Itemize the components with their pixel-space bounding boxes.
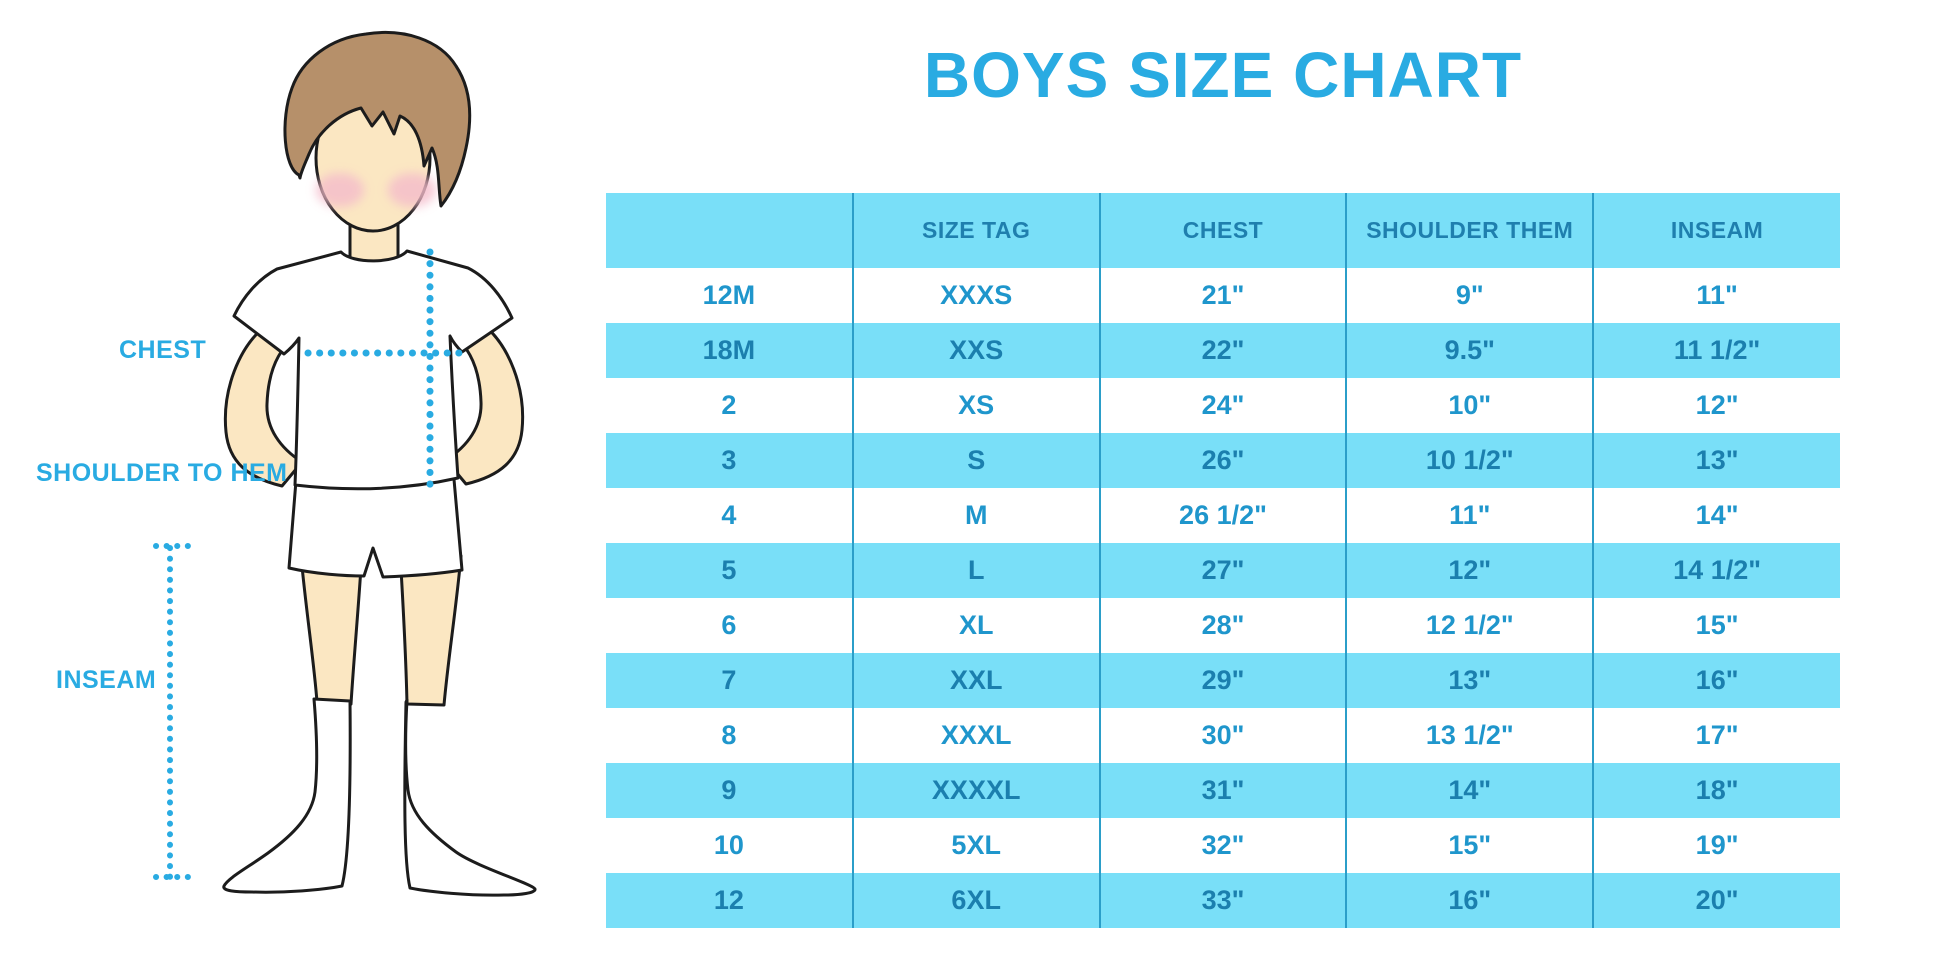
table-cell: 22" [1098, 323, 1347, 378]
table-cell: 19" [1592, 818, 1840, 873]
table-cell: 12 1/2" [1345, 598, 1594, 653]
table-cell: 10 1/2" [1345, 433, 1594, 488]
table-cell: XXXL [851, 708, 1100, 763]
right-sock-shape [403, 698, 537, 897]
table-cell: 5XL [851, 818, 1100, 873]
column-header-size [606, 193, 853, 268]
table-cell: 15" [1592, 598, 1840, 653]
shorts-shape [287, 466, 464, 579]
left-sock-shape [222, 697, 352, 894]
table-cell: 17" [1592, 708, 1840, 763]
page-title: BOYS SIZE CHART [923, 39, 1523, 111]
table-cell: 26 1/2" [1098, 488, 1347, 543]
table-cell: 13" [1345, 653, 1594, 708]
column-header-shoulder-them: SHOULDER THEM [1345, 193, 1594, 268]
table-row: 7 XXL 29" 13" 16" [606, 653, 1840, 708]
table-cell: XXXXL [851, 763, 1100, 818]
table-cell: 9 [606, 763, 853, 818]
table-cell: 16" [1592, 653, 1840, 708]
table-cell: 9.5" [1345, 323, 1594, 378]
table-cell: 11" [1592, 268, 1840, 323]
table-row: 3 S 26" 10 1/2" 13" [606, 433, 1840, 488]
table-row: 8 XXXL 30" 13 1/2" 17" [606, 708, 1840, 763]
table-row: 4 M 26 1/2" 11" 14" [606, 488, 1840, 543]
right-arm-shape [444, 320, 525, 486]
table-cell: 12" [1345, 543, 1594, 598]
table-row: 12 6XL 33" 16" 20" [606, 873, 1840, 928]
table-cell: 30" [1098, 708, 1347, 763]
table-cell: XXXS [851, 268, 1100, 323]
table-cell: 12 [606, 873, 853, 928]
table-cell: 27" [1098, 543, 1347, 598]
table-cell: 16" [1345, 873, 1594, 928]
table-cell: M [851, 488, 1100, 543]
table-row: 2 XS 24" 10" 12" [606, 378, 1840, 433]
chest-label: CHEST [119, 336, 207, 364]
table-cell: 33" [1098, 873, 1347, 928]
shoulder-to-hem-label: SHOULDER TO HEM [36, 459, 288, 487]
hair-shape [283, 30, 472, 208]
table-cell: 13 1/2" [1345, 708, 1594, 763]
table-cell: 12M [702, 280, 756, 310]
inseam-measure-line [153, 543, 198, 880]
column-header-size-tag: SIZE TAG [851, 193, 1100, 268]
boy-illustration [153, 30, 537, 897]
table-row: 9 XXXXL 31" 14" 18" [606, 763, 1840, 818]
table-cell: 14 1/2" [1592, 543, 1840, 598]
table-cell: 18" [1592, 763, 1840, 818]
table-cell: 31" [1098, 763, 1347, 818]
table-row: 12M XXXS 21" 9" 11" [606, 268, 1840, 323]
table-cell: 21" [1098, 268, 1347, 323]
table-cell: 9" [1345, 268, 1594, 323]
table-cell: 12" [1592, 378, 1840, 433]
table-cell: 18M [606, 323, 853, 378]
table-cell: 3 [606, 433, 853, 488]
table-cell: 7 [606, 653, 853, 708]
table-cell: 20" [1592, 873, 1840, 928]
table-cell: 15" [1345, 818, 1594, 873]
blush-left [316, 173, 364, 207]
table-cell: 13" [1592, 433, 1840, 488]
column-header-inseam: INSEAM [1592, 193, 1840, 268]
table-cell: 11" [1345, 488, 1594, 543]
table-cell: XL [851, 598, 1100, 653]
table-row: 6 XL 28" 12 1/2" 15" [606, 598, 1840, 653]
table-cell: 32" [1098, 818, 1347, 873]
table-cell: 5 [606, 543, 853, 598]
table-cell: 29" [1098, 653, 1347, 708]
table-cell: 4 [721, 500, 737, 530]
table-cell: 6XL [851, 873, 1100, 928]
size-chart-table: SIZE TAG CHEST SHOULDER THEM INSEAM 12M X… [606, 193, 1840, 928]
table-cell: 26" [1098, 433, 1347, 488]
table-cell: XXL [851, 653, 1100, 708]
blush-right [388, 173, 436, 207]
table-cell: 24" [1098, 378, 1347, 433]
table-cell: 2 [721, 390, 737, 420]
table-cell: 14" [1592, 488, 1840, 543]
table-cell: XXS [851, 323, 1100, 378]
left-arm-shape [223, 322, 304, 488]
column-header-chest: CHEST [1098, 193, 1347, 268]
table-cell: 14" [1345, 763, 1594, 818]
table-cell: 28" [1098, 598, 1347, 653]
table-header-row: SIZE TAG CHEST SHOULDER THEM INSEAM [606, 193, 1840, 268]
table-body: 12M XXXS 21" 9" 11" 18M XXS 22" 9.5" 11 1/2" 2 XS 24… [606, 268, 1840, 928]
table-cell: 10" [1345, 378, 1594, 433]
table-cell: 11 1/2" [1592, 323, 1840, 378]
table-cell: 8 [721, 720, 737, 750]
right-leg-shape [398, 550, 463, 707]
table-cell: S [851, 433, 1100, 488]
shirt-shape [232, 249, 514, 491]
table-cell: L [851, 543, 1100, 598]
table-cell: XS [851, 378, 1100, 433]
table-row: 5 L 27" 12" 14 1/2" [606, 543, 1840, 598]
table-cell: 6 [721, 610, 737, 640]
table-cell: 10 [713, 830, 744, 860]
inseam-label: INSEAM [56, 666, 157, 694]
table-row: 10 5XL 32" 15" 19" [606, 818, 1840, 873]
table-row: 18M XXS 22" 9.5" 11 1/2" [606, 323, 1840, 378]
